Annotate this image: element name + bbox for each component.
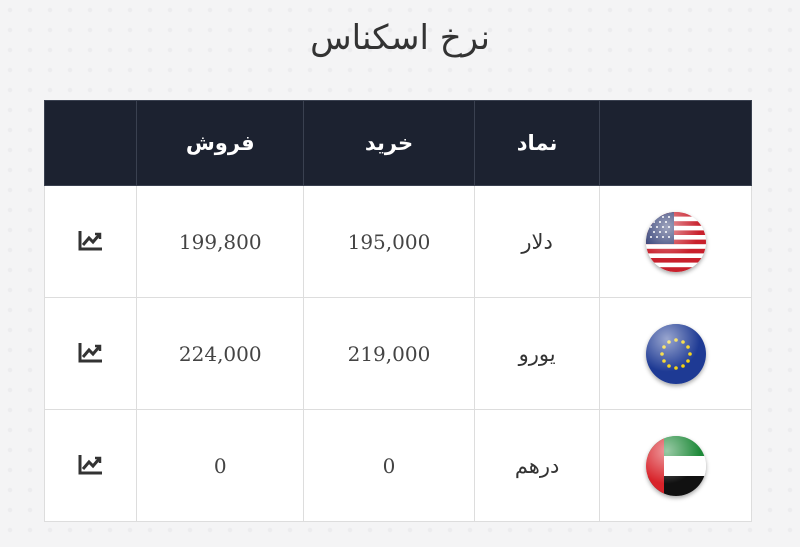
table-row: درهم 0 0 — [43, 409, 752, 522]
buy-price: 195,000 — [303, 185, 475, 298]
chart-line-icon[interactable] — [78, 453, 104, 479]
table-row: دلار 195,000 199,800 — [43, 185, 752, 298]
buy-price: 219,000 — [303, 297, 475, 410]
chart-line-icon[interactable] — [78, 341, 104, 367]
flag-cell — [599, 297, 752, 410]
currency-name: درهم — [473, 409, 601, 522]
eu-flag-icon — [645, 323, 706, 384]
table-header-row: نماد خرید فروش — [43, 100, 752, 186]
us-flag-icon — [645, 211, 706, 272]
chart-cell — [43, 297, 138, 410]
header-symbol: نماد — [473, 100, 601, 186]
sell-price: 224,000 — [136, 297, 305, 410]
sell-price: 0 — [136, 409, 305, 522]
exchange-rates-table: نماد خرید فروش — [43, 100, 752, 522]
header-sell: فروش — [136, 100, 305, 186]
uae-flag-icon — [645, 435, 706, 496]
chart-cell — [43, 409, 138, 522]
buy-price: 0 — [303, 409, 475, 522]
currency-name: دلار — [473, 185, 601, 298]
header-chart — [43, 100, 138, 186]
sell-price: 199,800 — [136, 185, 305, 298]
header-buy: خرید — [303, 100, 475, 186]
table-row: یورو 219,000 224,000 — [43, 297, 752, 410]
chart-cell — [43, 185, 138, 298]
page-title: نرخ اسکناس — [310, 18, 490, 58]
flag-cell — [599, 185, 752, 298]
currency-name: یورو — [473, 297, 601, 410]
chart-line-icon[interactable] — [78, 229, 104, 255]
flag-cell — [599, 409, 752, 522]
header-flag — [599, 100, 752, 186]
